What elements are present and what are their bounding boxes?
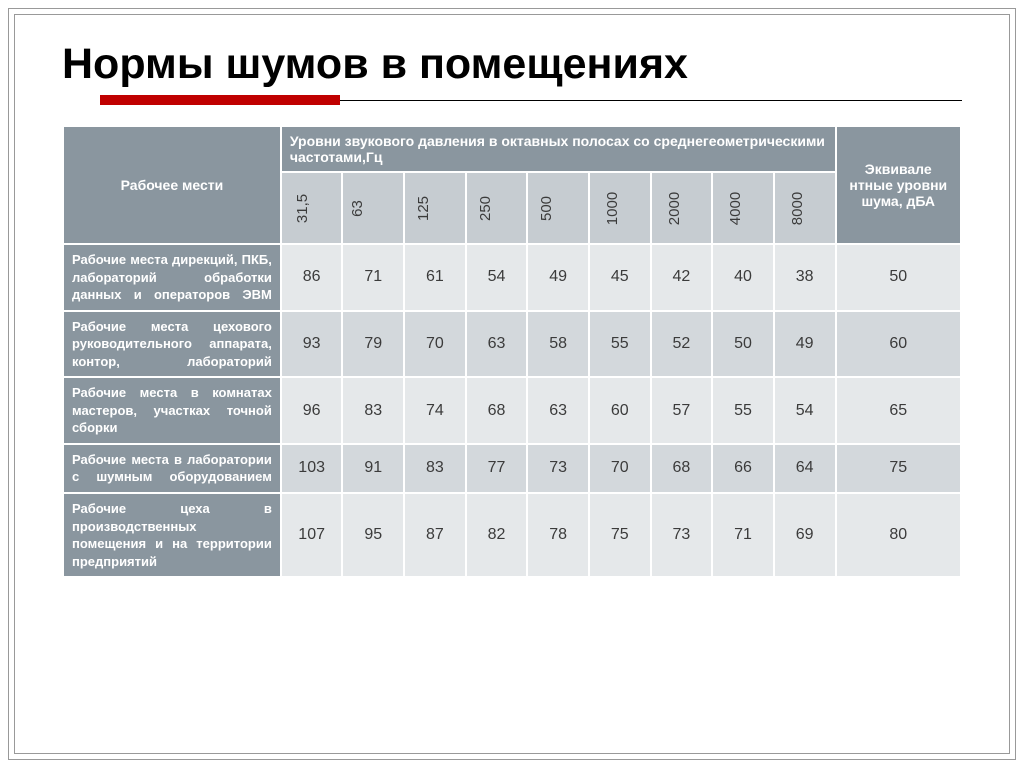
- cell: 45: [589, 244, 651, 311]
- cell: 95: [342, 493, 404, 577]
- freq-col: 4000: [712, 172, 774, 244]
- cell: 60: [589, 377, 651, 444]
- cell: 83: [404, 444, 466, 493]
- cell: 107: [281, 493, 343, 577]
- slide-content: Нормы шумов в помещениях Рабочее мести У…: [62, 40, 962, 578]
- freq-col: 31,5: [281, 172, 343, 244]
- cell-eq: 60: [836, 311, 962, 378]
- table-row: Рабочие места в лаборатории с шумным обо…: [63, 444, 961, 493]
- title-underline: [62, 95, 962, 105]
- cell: 79: [342, 311, 404, 378]
- cell: 49: [774, 311, 836, 378]
- cell: 52: [651, 311, 713, 378]
- cell: 63: [466, 311, 528, 378]
- freq-col: 2000: [651, 172, 713, 244]
- cell: 70: [404, 311, 466, 378]
- cell: 49: [527, 244, 589, 311]
- cell: 77: [466, 444, 528, 493]
- freq-col: 8000: [774, 172, 836, 244]
- row-label: Рабочие места в комнатах мастеров, участ…: [63, 377, 281, 444]
- cell: 38: [774, 244, 836, 311]
- freq-col: 500: [527, 172, 589, 244]
- table-body: Рабочие места дирекций, ПКБ, лабораторий…: [63, 244, 961, 577]
- freq-col: 250: [466, 172, 528, 244]
- col-header-workplace: Рабочее мести: [63, 126, 281, 244]
- slide-title: Нормы шумов в помещениях: [62, 40, 962, 89]
- cell: 68: [466, 377, 528, 444]
- cell: 86: [281, 244, 343, 311]
- cell: 64: [774, 444, 836, 493]
- noise-norms-table: Рабочее мести Уровни звукового давления …: [62, 125, 962, 578]
- cell: 71: [342, 244, 404, 311]
- cell: 50: [712, 311, 774, 378]
- cell: 83: [342, 377, 404, 444]
- freq-col: 63: [342, 172, 404, 244]
- cell: 69: [774, 493, 836, 577]
- cell: 96: [281, 377, 343, 444]
- cell: 63: [527, 377, 589, 444]
- cell: 93: [281, 311, 343, 378]
- cell: 103: [281, 444, 343, 493]
- table-row: Рабочие цеха в производственных помещени…: [63, 493, 961, 577]
- cell: 82: [466, 493, 528, 577]
- cell: 75: [589, 493, 651, 577]
- cell: 54: [774, 377, 836, 444]
- cell: 42: [651, 244, 713, 311]
- cell: 58: [527, 311, 589, 378]
- cell: 61: [404, 244, 466, 311]
- cell: 40: [712, 244, 774, 311]
- cell: 55: [589, 311, 651, 378]
- row-label: Рабочие места в лаборатории с шумным обо…: [63, 444, 281, 493]
- cell: 91: [342, 444, 404, 493]
- row-label: Рабочие места дирекций, ПКБ, лабораторий…: [63, 244, 281, 311]
- cell-eq: 50: [836, 244, 962, 311]
- table-row: Рабочие места цехового руководительного …: [63, 311, 961, 378]
- cell-eq: 80: [836, 493, 962, 577]
- row-label: Рабочие места цехового руководительного …: [63, 311, 281, 378]
- cell-eq: 75: [836, 444, 962, 493]
- table-row: Рабочие места в комнатах мастеров, участ…: [63, 377, 961, 444]
- cell: 73: [527, 444, 589, 493]
- cell-eq: 65: [836, 377, 962, 444]
- row-label: Рабочие цеха в производственных помещени…: [63, 493, 281, 577]
- freq-col: 1000: [589, 172, 651, 244]
- col-header-equivalent: Эквивале нтные уровни шума, дБА: [836, 126, 962, 244]
- cell: 57: [651, 377, 713, 444]
- cell: 66: [712, 444, 774, 493]
- freq-col: 125: [404, 172, 466, 244]
- cell: 74: [404, 377, 466, 444]
- col-header-pressure: Уровни звукового давления в октавных пол…: [281, 126, 836, 172]
- cell: 68: [651, 444, 713, 493]
- cell: 78: [527, 493, 589, 577]
- cell: 70: [589, 444, 651, 493]
- cell: 73: [651, 493, 713, 577]
- table-row: Рабочие места дирекций, ПКБ, лабораторий…: [63, 244, 961, 311]
- cell: 54: [466, 244, 528, 311]
- cell: 71: [712, 493, 774, 577]
- cell: 87: [404, 493, 466, 577]
- cell: 55: [712, 377, 774, 444]
